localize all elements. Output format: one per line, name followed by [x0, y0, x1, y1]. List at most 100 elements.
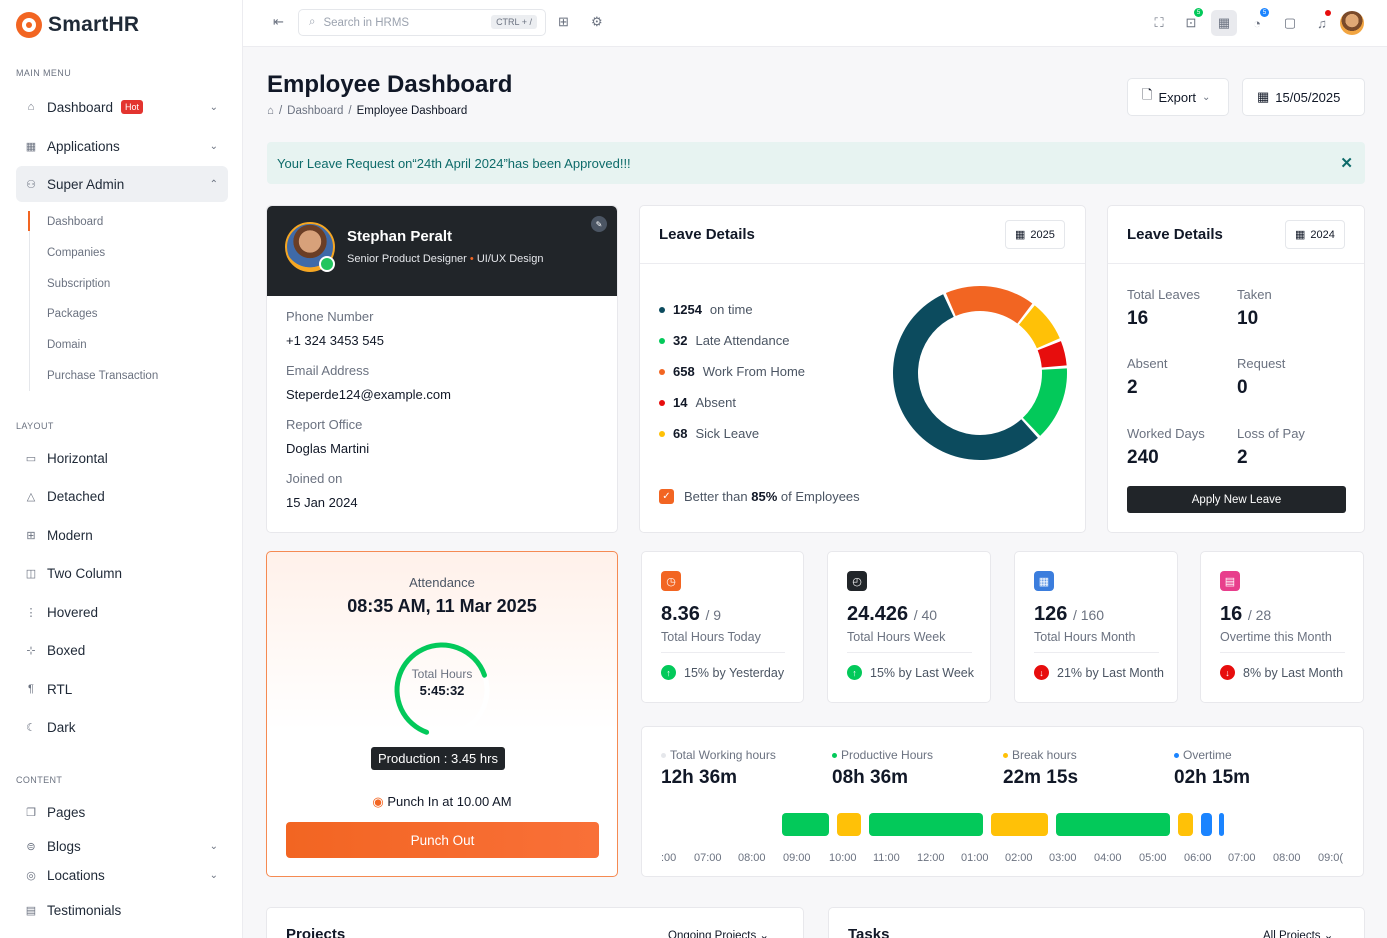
- home-icon[interactable]: ⌂: [267, 105, 274, 117]
- hot-badge: Hot: [121, 100, 144, 114]
- sidebar-item-label: Blogs: [47, 838, 81, 854]
- sidebar-item-dark[interactable]: ☾ Dark: [16, 709, 228, 745]
- submenu-dashboard[interactable]: Dashboard: [47, 216, 104, 228]
- absent-label: Absent: [1127, 356, 1168, 371]
- breadcrumb-dashboard[interactable]: Dashboard: [287, 105, 344, 117]
- sidebar-item-applications[interactable]: ▦ Applications ⌄: [16, 128, 228, 164]
- stat-number: 8.36: [661, 603, 700, 625]
- stopwatch-icon: ◴: [847, 571, 867, 591]
- apply-new-leave-button[interactable]: Apply New Leave: [1127, 486, 1346, 513]
- arrow-up-icon: ↑: [847, 665, 862, 680]
- sidebar-item-locations[interactable]: ◎ Locations ⌄: [16, 857, 228, 893]
- sidebar-item-detached[interactable]: △ Detached: [16, 478, 228, 514]
- sidebar-item-label: Applications: [47, 138, 120, 154]
- export-button[interactable]: 🗋 Export ⌄: [1127, 78, 1229, 116]
- file-icon: 🗋: [1142, 87, 1153, 102]
- year-dropdown[interactable]: ▦ 2024: [1285, 220, 1345, 249]
- bell-ringing-icon[interactable]: ◔ 5: [1244, 8, 1270, 36]
- request-value: 0: [1237, 377, 1248, 398]
- card-title: Leave Details: [1127, 226, 1223, 243]
- stat-number: 24.426: [847, 603, 909, 625]
- stat-value: 24.426 / 40: [847, 603, 937, 626]
- user-avatar[interactable]: [1340, 11, 1364, 35]
- divider: [1108, 263, 1364, 264]
- calendar-star-icon: ▤: [1220, 571, 1240, 591]
- export-label: Export: [1158, 89, 1197, 105]
- collapse-sidebar-icon[interactable]: ⇤: [273, 14, 284, 29]
- stat-label: Overtime this Month: [1220, 630, 1332, 644]
- taken-value: 10: [1237, 308, 1259, 329]
- stat-delta-text: 15% by Last Week: [870, 665, 974, 680]
- close-icon[interactable]: ✕: [1340, 155, 1353, 172]
- section-layout: LAYOUT: [16, 421, 54, 431]
- legend-value: 658: [673, 364, 695, 379]
- sidebar-item-hovered[interactable]: ⋮ Hovered: [16, 594, 228, 630]
- sidebar-item-rtl[interactable]: ¶ RTL: [16, 671, 228, 707]
- legend-label: Sick Leave: [695, 426, 760, 441]
- stat-card-today: ◷ 8.36 / 9 Total Hours Today ↑ 15% by Yes…: [641, 551, 804, 703]
- app-logo[interactable]: SmartHR: [16, 12, 139, 38]
- card-title: Leave Details: [659, 226, 755, 243]
- chevron-down-icon: ⌄: [209, 101, 218, 113]
- sidebar-item-label: Two Column: [47, 565, 123, 581]
- joined-label: Joined on: [286, 471, 343, 486]
- sidebar-item-label: Pages: [47, 804, 86, 820]
- layout-grid-icon[interactable]: ▦: [1211, 10, 1237, 36]
- moon-icon: ☾: [26, 721, 36, 734]
- sidebar-item-modern[interactable]: ⊞ Modern: [16, 517, 228, 553]
- profile-avatar: [285, 222, 335, 272]
- sidebar-item-blogs[interactable]: ⊜ Blogs ⌄: [16, 828, 228, 864]
- donut-slice-absent[interactable]: [1037, 341, 1067, 368]
- bag-icon[interactable]: ⊡ 5: [1178, 8, 1204, 36]
- projects-filter-dropdown[interactable]: Ongoing Projects ⌄: [668, 928, 769, 938]
- donut-slice-work-from-home[interactable]: [945, 286, 1033, 324]
- stat-card-overtime: ▤ 16 / 28 Overtime this Month ↓ 8% by Las…: [1200, 551, 1364, 703]
- text-direction-icon: ¶: [28, 683, 34, 695]
- donut-slice-on-time[interactable]: [893, 294, 1038, 460]
- sidebar-item-two-column[interactable]: ◫ Two Column: [16, 555, 228, 591]
- submenu-companies[interactable]: Companies: [47, 247, 106, 259]
- divider: [1034, 652, 1159, 653]
- year-dropdown[interactable]: ▦ 2025: [1005, 220, 1065, 249]
- better-prefix: Better than: [684, 489, 748, 504]
- legend-item: 1254 on time: [659, 302, 753, 317]
- sidebar-item-pages[interactable]: ❐ Pages: [16, 794, 228, 830]
- chat-icon[interactable]: ▢: [1283, 15, 1297, 30]
- search-input[interactable]: ⌕ Search in HRMS CTRL + /: [298, 9, 546, 36]
- legend-value: 68: [673, 426, 688, 441]
- timeline-tick: 04:00: [1094, 852, 1122, 864]
- tasks-filter-dropdown[interactable]: All Projects ⌄: [1263, 928, 1333, 938]
- donut-slice-sick-leave[interactable]: [1019, 305, 1060, 349]
- leave-approved-alert: Your Leave Request on“24th April 2024”ha…: [267, 142, 1365, 184]
- submenu-subscription[interactable]: Subscription: [47, 278, 111, 290]
- date-picker-button[interactable]: ▦ 15/05/2025: [1242, 78, 1365, 116]
- apps-grid-icon[interactable]: ⊞: [558, 14, 569, 29]
- page-icon: ❐: [26, 806, 36, 819]
- settings-icon[interactable]: ⚙: [591, 14, 603, 29]
- chevron-up-icon: ⌃: [209, 178, 218, 190]
- fullscreen-icon[interactable]: ⛶: [1154, 15, 1164, 30]
- sidebar-item-label: Locations: [47, 867, 105, 883]
- submenu-packages[interactable]: Packages: [47, 308, 98, 320]
- timeline-tick: 06:00: [1184, 852, 1212, 864]
- sidebar-item-boxed[interactable]: ⊹ Boxed: [16, 632, 228, 668]
- report-office-value: Doglas Martini: [286, 441, 370, 456]
- sidebar-item-testimonials[interactable]: ▤ Testimonials: [16, 892, 228, 928]
- clock-icon: ◷: [661, 571, 681, 591]
- notification-bell-icon[interactable]: ♫: [1309, 10, 1335, 36]
- punch-out-button[interactable]: Punch Out: [286, 822, 599, 858]
- chevron-down-icon: ⌄: [1202, 91, 1211, 103]
- donut-slice-late-attendance[interactable]: [1022, 368, 1067, 436]
- work-hours-card: Total Working hours 12h 36m Productive H…: [641, 726, 1364, 877]
- submenu-domain[interactable]: Domain: [47, 339, 87, 351]
- sidebar-item-dashboard[interactable]: ⌂ Dashboard Hot ⌄: [16, 89, 228, 125]
- sidebar-item-horizontal[interactable]: ▭ Horizontal: [16, 440, 228, 476]
- total-working-value: 12h 36m: [661, 767, 738, 788]
- align-icon: ⊹: [26, 644, 36, 657]
- stat-number: 16: [1220, 603, 1243, 625]
- legend-item: 14 Absent: [659, 395, 736, 410]
- edit-icon[interactable]: ✎: [591, 216, 607, 232]
- chevron-down-icon: ⌄: [209, 869, 218, 881]
- submenu-purchase-transaction[interactable]: Purchase Transaction: [47, 370, 159, 382]
- sidebar-item-super-admin[interactable]: ⚇ Super Admin ⌃: [16, 166, 228, 202]
